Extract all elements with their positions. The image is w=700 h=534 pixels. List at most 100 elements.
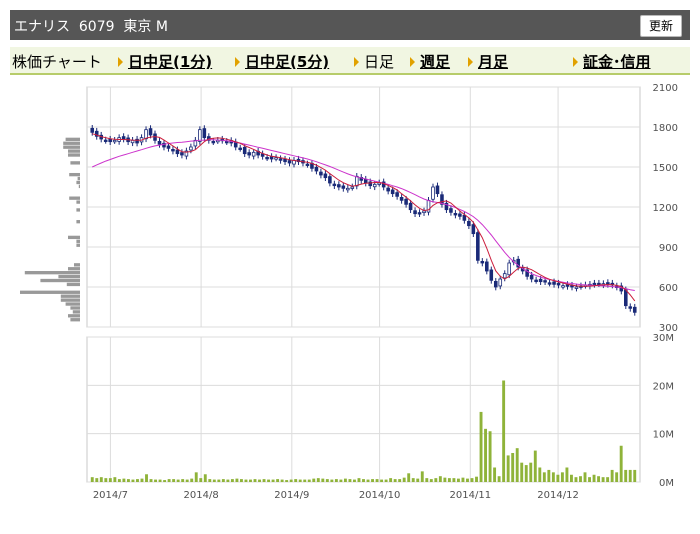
price-volume-histogram-bar: [70, 318, 80, 322]
volume-bar: [262, 479, 266, 482]
candle-body: [305, 163, 310, 166]
volume-bar: [117, 479, 121, 482]
volume-bar: [502, 380, 506, 482]
volume-bar: [447, 478, 451, 482]
volume-bar: [484, 428, 488, 482]
volume-bar: [212, 479, 216, 482]
candle-body: [260, 153, 265, 157]
volume-bar: [276, 479, 280, 482]
price-volume-histogram-bar: [68, 153, 80, 157]
x-tick-label: 2014/9: [274, 490, 309, 501]
price-volume-histogram-bar: [76, 243, 80, 247]
candle-body: [162, 142, 166, 148]
volume-bar: [353, 479, 356, 482]
candle-body: [247, 152, 251, 156]
volume-bar: [217, 479, 221, 482]
candle-body: [476, 232, 480, 261]
price-volume-histogram-bar: [68, 149, 80, 153]
tab-stock-chart: 株価チャート: [12, 51, 102, 72]
price-volume-histogram-bar: [63, 141, 80, 145]
candle-body: [337, 184, 341, 188]
price-volume-histogram-bar: [68, 235, 80, 240]
candle-body: [624, 289, 628, 307]
volume-bar: [181, 479, 185, 482]
x-tick-label: 2014/11: [450, 490, 492, 501]
volume-bar: [624, 469, 628, 482]
price-volume-histogram-bar: [77, 176, 80, 181]
price-volume-histogram-bar: [66, 282, 80, 287]
volume-bar: [592, 474, 596, 482]
price-volume-histogram-bar: [20, 290, 80, 294]
volume-bar: [362, 479, 365, 482]
candle-body: [135, 138, 139, 144]
price-volume-histogram-bar: [76, 200, 80, 204]
volume-bar: [524, 465, 528, 482]
volume-bar: [529, 462, 533, 482]
candle-body: [363, 178, 368, 184]
candle-body: [399, 196, 404, 201]
arrow-right-icon: [235, 56, 240, 67]
candle-body: [449, 208, 453, 213]
volume-bar: [456, 478, 460, 482]
volume-bar: [221, 479, 225, 482]
volume-bar: [538, 467, 542, 482]
price-volume-histogram-bar: [69, 172, 80, 177]
title-bar: エナリス 6079 東京 M 更新: [10, 10, 690, 40]
volume-bar: [416, 478, 420, 482]
candle-body: [278, 158, 283, 161]
volume-bar: [375, 479, 379, 482]
candle-body: [171, 148, 175, 152]
volume-bar: [104, 478, 108, 482]
tab-intraday-5min[interactable]: 日中足(5分): [235, 51, 329, 72]
volume-bar: [185, 479, 189, 482]
tab-weekly-label: 週足: [420, 53, 451, 71]
volume-bar: [339, 479, 343, 482]
volume-bar: [253, 479, 257, 482]
x-tick-label: 2014/7: [93, 490, 128, 501]
candle-body: [444, 202, 449, 211]
volume-bar: [506, 455, 510, 482]
volume-bar: [190, 478, 194, 482]
candle-body: [346, 187, 350, 191]
candle-body: [458, 213, 462, 217]
volume-bar: [493, 467, 497, 482]
volume-bar: [402, 477, 406, 482]
price-volume-histogram-bar: [76, 180, 80, 185]
volume-bar: [380, 479, 384, 482]
volume-bar: [366, 479, 370, 482]
volume-bar: [145, 474, 148, 482]
candle-body: [238, 147, 242, 150]
candle-body: [561, 285, 565, 288]
price-volume-histogram-bar: [58, 274, 80, 279]
tab-intraday-1min[interactable]: 日中足(1分): [118, 51, 212, 72]
volume-bar: [285, 480, 289, 482]
candle-body: [121, 136, 126, 140]
volume-bar: [438, 476, 442, 482]
price-volume-histogram-bar: [63, 145, 80, 149]
volume-bar: [167, 479, 171, 482]
candle-body: [350, 186, 355, 189]
candle-body: [144, 129, 148, 140]
volume-bar: [348, 479, 352, 482]
price-tick-label: 1200: [653, 203, 678, 214]
volume-bar: [588, 477, 591, 482]
candle-body: [431, 186, 435, 200]
chart-tab-bar: 株価チャート 日中足(1分) 日中足(5分) 日足 週足 月足 証金･信用: [10, 47, 690, 75]
volume-bar: [289, 479, 293, 482]
volume-bar: [619, 445, 623, 482]
tab-monthly[interactable]: 月足: [468, 51, 508, 72]
refresh-button[interactable]: 更新: [640, 15, 682, 37]
candle-body: [606, 282, 610, 285]
tab-margin-credit[interactable]: 証金･信用: [573, 51, 651, 72]
candle-body: [94, 130, 99, 137]
tab-weekly[interactable]: 週足: [410, 51, 450, 72]
volume-bar: [547, 469, 551, 482]
volume-bar: [434, 478, 438, 482]
candle-body: [224, 140, 229, 144]
x-tick-label: 2014/10: [359, 490, 401, 501]
price-volume-histogram-bar: [72, 310, 80, 314]
candle-body: [157, 140, 162, 145]
x-tick-label: 2014/8: [184, 490, 219, 501]
volume-bar: [551, 472, 555, 482]
